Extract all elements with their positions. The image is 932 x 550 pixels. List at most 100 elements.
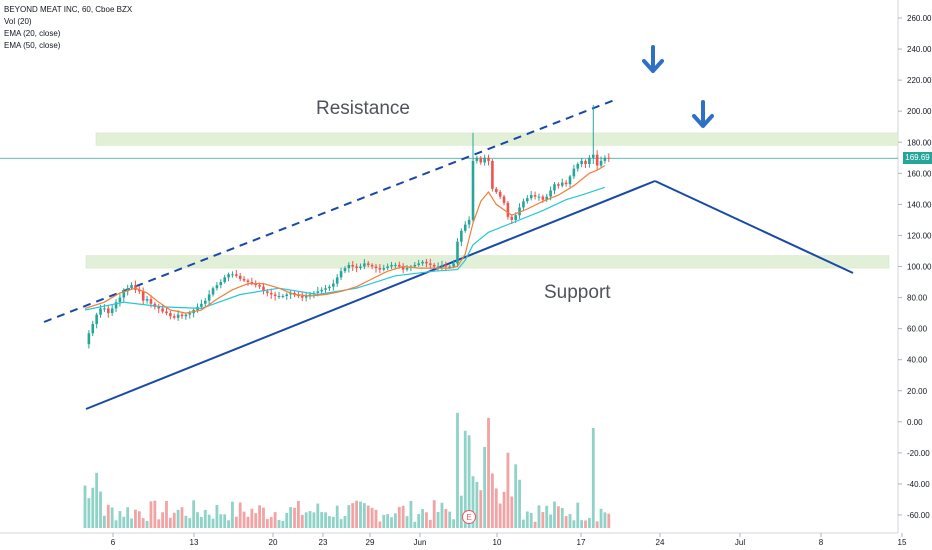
volume-bar (200, 516, 203, 528)
earnings-badge[interactable]: E (462, 510, 476, 524)
candle-body (262, 286, 265, 292)
x-tick-label: Jun (414, 538, 427, 547)
candle-body (118, 297, 122, 303)
volume-bar (556, 506, 560, 528)
candle-body (526, 198, 529, 202)
candle-body (343, 268, 347, 272)
candle-body (390, 264, 393, 267)
volume-bar (370, 507, 374, 528)
candle-body (273, 294, 277, 297)
candle-body (545, 196, 549, 200)
candle-body (324, 288, 327, 290)
candle-body (277, 296, 281, 298)
legend-ema50: EMA (50, close) (4, 41, 61, 50)
volume-bar (444, 509, 448, 528)
volume-bar (250, 508, 254, 528)
volume-bar (483, 446, 487, 528)
candle-body (242, 278, 246, 281)
y-tick-label: 140.00 (907, 200, 932, 209)
volume-bar (134, 509, 137, 528)
y-tick-label: -60.00 (907, 511, 930, 520)
volume-bar (479, 490, 483, 528)
ema20-line (84, 164, 606, 314)
candle-body (300, 296, 304, 298)
candle-body (149, 299, 153, 304)
volume-bar (413, 521, 417, 528)
candle-body (250, 282, 254, 284)
volume-bar (428, 520, 432, 528)
volume-bar (103, 515, 106, 528)
candle-body (452, 263, 455, 267)
candle-body (200, 303, 203, 307)
volume-bar (456, 412, 459, 528)
candle-body (316, 291, 320, 293)
candle-body (494, 188, 498, 192)
volume-bar (591, 428, 595, 528)
volume-bar (118, 511, 122, 528)
candle-body (161, 308, 164, 312)
volume-bar (545, 505, 549, 528)
current-price-badge: 169.69 (903, 152, 932, 164)
volume-bar (211, 518, 215, 528)
volume-bar (607, 513, 611, 528)
volume-bar (242, 511, 246, 528)
candle-body (141, 291, 145, 301)
candle-body (374, 266, 378, 269)
candle-body (599, 160, 603, 166)
candle-body (541, 196, 545, 200)
candle-body (238, 275, 242, 279)
volume-bar (149, 501, 153, 528)
candle-body (467, 219, 471, 225)
candle-body (110, 308, 114, 314)
candle-body (429, 263, 432, 265)
volume-bar (560, 507, 564, 528)
candle-body (502, 196, 506, 203)
volume-bar (487, 417, 490, 528)
candle-body (603, 157, 607, 161)
candle-body (471, 160, 475, 220)
volume-bar (304, 512, 308, 528)
volume-bar (564, 516, 568, 528)
volume-bar (300, 514, 304, 528)
volume-bar (293, 507, 296, 528)
candle-body (479, 157, 483, 163)
y-tick-label: 100.00 (907, 263, 932, 272)
volume-bar (471, 476, 475, 528)
volume-bar (603, 512, 607, 528)
volume-bar (188, 518, 192, 528)
candle-body (370, 264, 374, 267)
y-tick-label: 40.00 (907, 356, 928, 365)
volume-bar (196, 512, 199, 528)
resistance-label: Resistance (316, 98, 410, 119)
volume-bar (258, 505, 261, 528)
candle-body (246, 280, 250, 283)
candle-body (518, 207, 521, 216)
volume-bar (126, 507, 130, 528)
x-tick-label: 6 (111, 538, 116, 547)
volume-bar (234, 516, 238, 528)
y-tick-label: 220.00 (907, 76, 932, 85)
candle-body (138, 289, 141, 292)
y-tick-label: 180.00 (907, 138, 932, 147)
candle-body (386, 266, 389, 269)
volume-bar (316, 503, 320, 528)
candle-body (591, 154, 595, 158)
y-tick-label: 160.00 (907, 169, 932, 178)
candle-body (122, 291, 126, 298)
candle-body (572, 168, 576, 177)
x-tick-label: 13 (190, 538, 199, 547)
candle-body (328, 286, 331, 289)
volume-bar (297, 500, 300, 528)
volume-bar (331, 516, 335, 528)
x-tick-label: 17 (577, 538, 586, 547)
candle-body (491, 160, 494, 189)
volume-bar (114, 520, 118, 528)
x-tick-label: 20 (269, 538, 278, 547)
volume-bar (130, 518, 133, 528)
candle-body (397, 264, 401, 267)
y-tick-label: 60.00 (907, 325, 928, 334)
volume-bar (452, 519, 455, 528)
volume-bar (285, 512, 289, 528)
volume-bar (223, 514, 227, 528)
